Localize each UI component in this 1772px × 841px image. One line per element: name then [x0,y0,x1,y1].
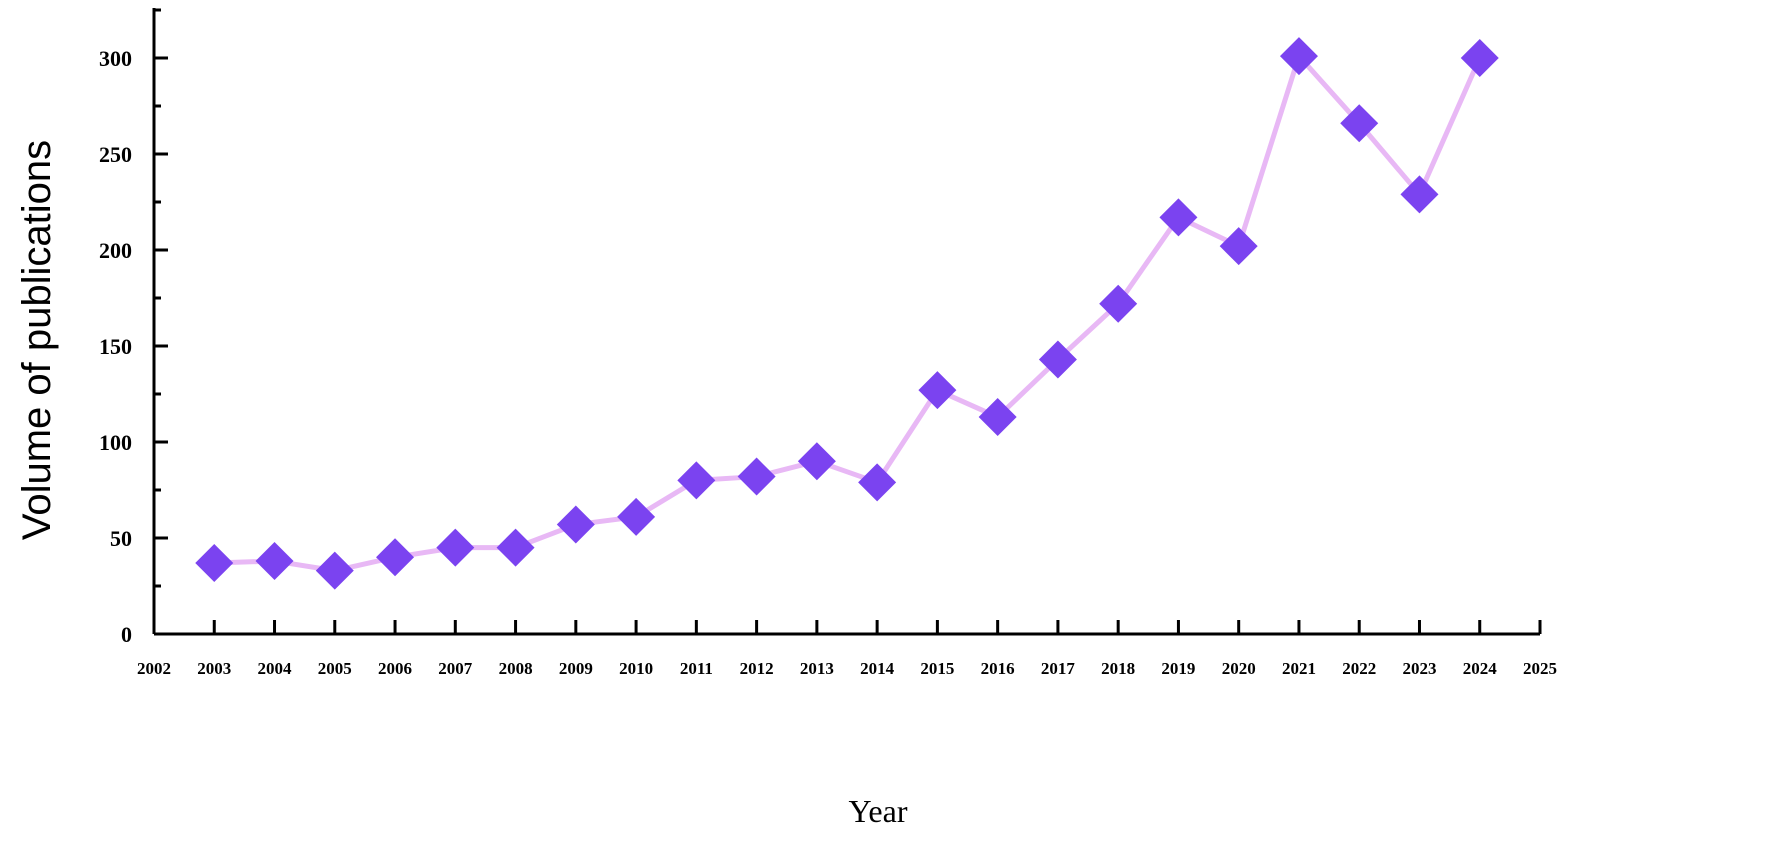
x-tick-label: 2012 [740,659,774,678]
x-tick-label: 2009 [559,659,593,678]
data-point-2004 [255,542,294,581]
y-tick-label: 0 [121,622,132,647]
x-tick-label: 2002 [137,659,171,678]
data-point-2008 [496,528,535,567]
series-line [211,53,1483,574]
x-tick-label: 2016 [981,659,1015,678]
data-point-2007 [436,528,475,567]
x-tick-label: 2007 [438,659,473,678]
x-tick-label: 2011 [680,659,713,678]
data-point-2018 [1099,284,1138,323]
y-axis-label: Volume of publications [15,140,59,540]
x-tick-label: 2022 [1342,659,1376,678]
y-tick-label: 300 [99,46,132,71]
series [195,37,1499,590]
data-point-2024 [1460,39,1499,77]
x-tick-label: 2023 [1402,659,1436,678]
data-point-2009 [556,505,595,544]
data-point-2020 [1219,227,1258,266]
y-tick-label: 100 [99,430,132,455]
data-point-2012 [737,457,776,496]
data-point-2006 [376,538,415,577]
x-tick-label: 2008 [499,659,533,678]
data-point-2015 [918,371,957,410]
data-point-2013 [797,442,836,481]
data-point-2010 [617,497,656,536]
data-point-2017 [1038,340,1077,379]
data-point-2005 [315,551,354,590]
x-tick-label: 2005 [318,659,352,678]
y-tick-label: 150 [99,334,132,359]
x-tick-label: 2024 [1463,659,1498,678]
y-tick-label: 250 [99,142,132,167]
x-axis-label: Year [849,793,908,829]
axes [152,8,1540,636]
x-tick-label: 2006 [378,659,412,678]
data-point-2011 [677,461,716,500]
x-tick-label: 2021 [1282,659,1316,678]
data-point-2019 [1159,198,1198,237]
x-tick-label: 2020 [1222,659,1256,678]
data-point-2014 [858,463,897,502]
y-ticks: 0 50 100 150 200 250 300 [99,8,168,647]
y-tick-label: 200 [99,238,132,263]
data-point-2021 [1279,37,1318,76]
x-tick-label: 2014 [860,659,895,678]
x-tick-label: 2019 [1161,659,1195,678]
data-point-2016 [978,398,1017,437]
x-tick-label: 2018 [1101,659,1135,678]
x-tick-label: 2017 [1041,659,1076,678]
x-tick-label: 2015 [920,659,954,678]
x-tick-label: 2003 [197,659,231,678]
x-ticks: 2002 2003 2004 2005 2006 2007 2008 2009 2010 2011… [137,620,1557,678]
y-tick-label: 50 [110,526,132,551]
x-tick-label: 2010 [619,659,653,678]
data-point-2023 [1400,175,1439,214]
data-point-2022 [1340,104,1379,143]
x-tick-label: 2025 [1523,659,1557,678]
x-tick-label: 2013 [800,659,834,678]
data-point-2003 [195,543,234,582]
x-tick-label: 2004 [258,659,293,678]
